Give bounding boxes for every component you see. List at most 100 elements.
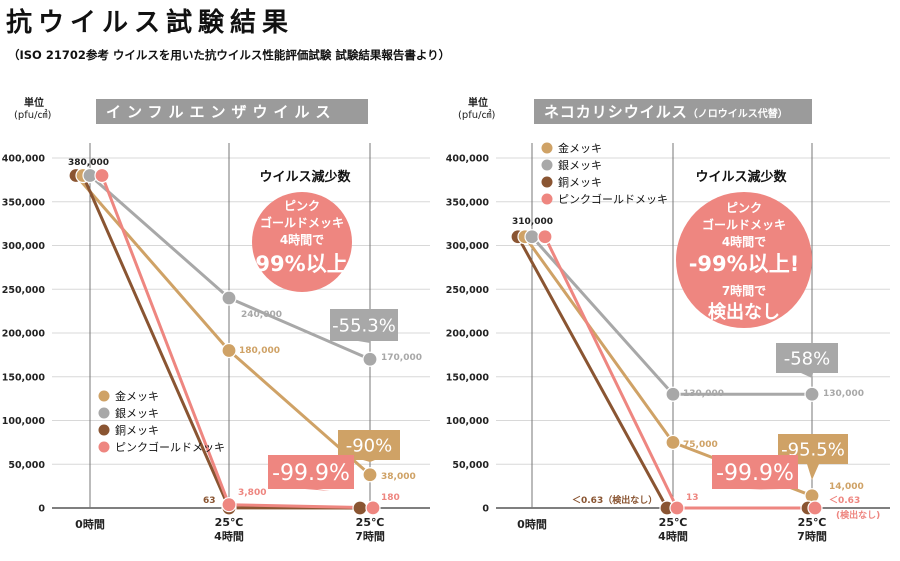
data-point	[807, 500, 823, 516]
badge-label: -55.3%	[332, 315, 396, 336]
data-label: 3,800	[238, 488, 266, 498]
data-point	[94, 167, 110, 184]
y-tick-label: 50,000	[452, 460, 489, 471]
y-tick-label: 350,000	[446, 197, 490, 208]
legend-marker	[541, 159, 553, 171]
data-point	[362, 467, 378, 483]
legend-marker	[98, 407, 110, 419]
callout-text: -99%以上!	[247, 252, 358, 276]
x-tick-label: 4時間	[214, 529, 244, 543]
badge-label: -99.9%	[716, 461, 794, 486]
callout-text: 4時間で	[722, 234, 766, 249]
legend-marker	[98, 424, 110, 436]
badge-pointer	[807, 464, 819, 480]
x-tick-label: 25℃	[798, 516, 827, 529]
data-point	[665, 434, 681, 450]
y-tick-label: 0	[482, 504, 489, 515]
reduction-badge-silver	[776, 343, 838, 373]
x-tick-label: 0時間	[75, 517, 105, 531]
data-point	[665, 386, 681, 402]
chart-panel-2: ネコカリシウイルス（ノロウイルス代替）単位(pfu/㎠)050,000100,0…	[446, 96, 890, 543]
badge-pointer	[801, 373, 813, 378]
chart-title-suffix: （ノロウイルス代替）	[688, 107, 788, 120]
data-point	[804, 386, 820, 402]
y-tick-label: 300,000	[2, 241, 46, 252]
badge-label: -58%	[784, 348, 831, 369]
y-unit-label: (pfu/㎠)	[458, 109, 495, 121]
y-tick-label: 350,000	[2, 197, 46, 208]
data-label: 130,000	[683, 389, 724, 399]
callout-text: ゴールドメッキ	[702, 217, 786, 232]
badge-label: -90%	[346, 435, 393, 456]
y-tick-label: 50,000	[8, 460, 45, 471]
y-tick-label: 400,000	[446, 154, 490, 165]
data-label: 240,000	[241, 310, 282, 320]
page-title: 抗ウイルス試験結果	[6, 8, 295, 38]
data-point	[221, 290, 237, 306]
x-tick-label: 7時間	[355, 529, 385, 543]
reduction-title: ウイルス減少数	[259, 169, 351, 185]
x-tick-label: 25℃	[215, 516, 244, 529]
legend-label: 銅メッキ	[558, 175, 602, 189]
data-point	[669, 500, 685, 516]
legend-marker	[98, 441, 110, 453]
y-tick-label: 100,000	[2, 416, 46, 427]
badge-label: -99.9%	[272, 461, 350, 486]
callout-text: 7時間で	[722, 283, 766, 298]
data-label: 75,000	[683, 440, 718, 450]
callout-text: 検出なし	[708, 301, 780, 323]
data-label: 13	[686, 493, 699, 503]
data-point	[221, 342, 237, 359]
legend-marker	[541, 176, 553, 188]
data-label: 310,000	[512, 217, 553, 227]
data-point	[352, 500, 368, 516]
data-label: ＜0.63	[829, 495, 860, 506]
y-tick-label: 250,000	[2, 285, 46, 296]
data-label: 180	[381, 493, 400, 503]
reduction-title: ウイルス減少数	[695, 169, 787, 185]
callout-circle	[252, 192, 352, 292]
callout-text: -99%以上!	[689, 252, 800, 276]
reduction-badge-silver	[330, 309, 398, 341]
callout-text: ピンク	[726, 201, 762, 215]
data-label: 180,000	[239, 346, 280, 356]
y-unit-label: (pfu/㎠)	[14, 109, 51, 121]
data-point	[362, 351, 378, 367]
callout-text: ピンク	[284, 199, 320, 213]
x-tick-label: 4時間	[658, 529, 688, 543]
data-label: 130,000	[823, 389, 864, 399]
y-tick-label: 0	[38, 504, 45, 515]
legend-label: 銀メッキ	[115, 406, 159, 420]
data-label: 38,000	[381, 472, 416, 482]
badge-pointer	[363, 460, 375, 462]
reduction-badge-pink	[712, 455, 798, 489]
callout-text: 4時間で	[280, 232, 324, 247]
reduction-badge-pink	[268, 455, 354, 489]
y-tick-label: 200,000	[2, 329, 46, 340]
legend-label: 銀メッキ	[558, 158, 602, 172]
y-unit-label: 単位	[24, 96, 44, 109]
badge-pointer	[749, 489, 780, 490]
data-label: 170,000	[381, 353, 422, 363]
legend-label: 銅メッキ	[115, 423, 159, 437]
x-tick-label: 7時間	[797, 529, 827, 543]
x-tick-label: 25℃	[659, 516, 688, 529]
y-tick-label: 150,000	[2, 372, 46, 383]
callout-circle	[676, 192, 812, 328]
badge-pointer	[358, 341, 370, 343]
chart-title: インフルエンザウイルス	[106, 103, 337, 121]
data-point	[537, 229, 553, 245]
legend-label: 金メッキ	[115, 389, 159, 403]
badge-pointer	[305, 489, 330, 491]
legend-label: ピンクゴールドメッキ	[558, 192, 668, 206]
y-tick-label: 200,000	[446, 329, 490, 340]
data-label: 380,000	[68, 158, 109, 168]
callout-text: ゴールドメッキ	[260, 215, 344, 230]
legend-label: ピンクゴールドメッキ	[115, 440, 225, 454]
page-subtitle: （ISO 21702参考 ウイルスを用いた抗ウイルス性能評価試験 試験結果報告書…	[8, 48, 451, 62]
legend-marker	[98, 390, 110, 402]
data-label: ＜0.63（検出なし）	[572, 494, 657, 506]
data-point	[365, 500, 381, 516]
data-label: (検出なし)	[836, 509, 880, 521]
